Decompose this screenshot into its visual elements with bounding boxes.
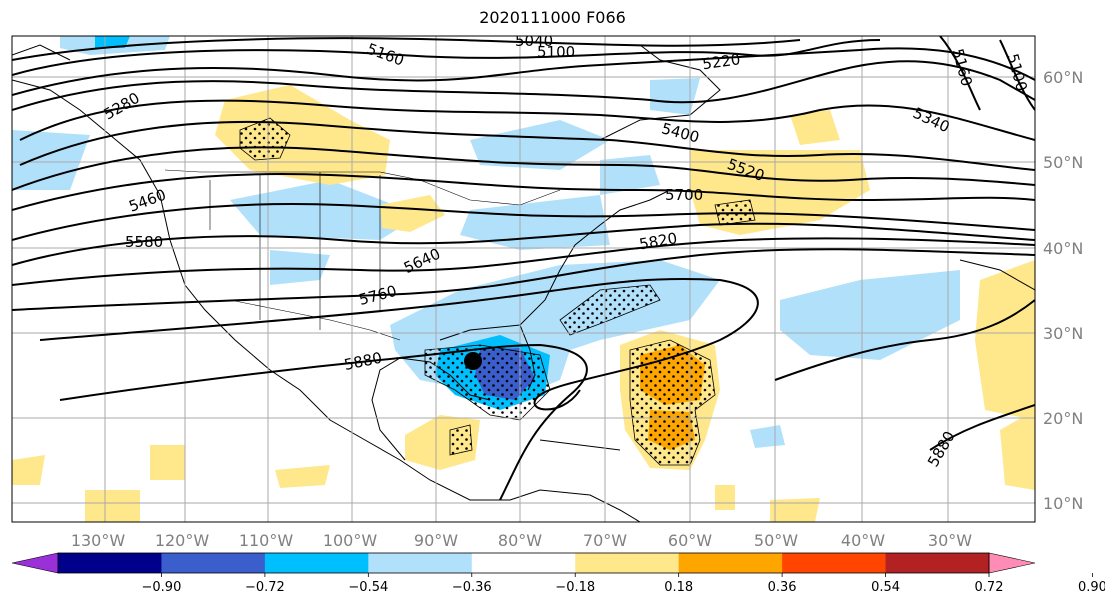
lon-label: 30°W bbox=[928, 531, 972, 550]
contour-label: 5280 bbox=[101, 89, 143, 124]
lat-label: 20°N bbox=[1043, 409, 1083, 428]
contour-label: 5400 bbox=[660, 119, 702, 146]
colorbar-segment bbox=[264, 553, 369, 573]
colorbar-tick-label: −0.36 bbox=[452, 580, 492, 595]
colorbar-extend-high bbox=[988, 552, 1036, 574]
map-title: 2020111000 F066 bbox=[479, 8, 626, 27]
negative-anomaly-shading bbox=[12, 36, 960, 465]
lon-label: 50°W bbox=[754, 531, 798, 550]
colorbar-tick-label: −0.90 bbox=[142, 580, 182, 595]
height-contours bbox=[12, 36, 1035, 501]
contour-label: 5880 bbox=[924, 428, 959, 470]
lon-label: 60°W bbox=[668, 531, 712, 550]
lon-label: 120°W bbox=[155, 531, 210, 550]
colorbar-tick-label: −0.18 bbox=[555, 580, 595, 595]
colorbar: −0.90 −0.72 −0.54 −0.36 −0.18 0.18 0.36 0.54 0.7… bbox=[11, 552, 1105, 595]
graticule bbox=[12, 36, 1035, 522]
colorbar-tick-label: 0.90 bbox=[1078, 580, 1105, 595]
lon-label: 90°W bbox=[414, 531, 458, 550]
colorbar-segment bbox=[885, 553, 990, 573]
contour-label: 5160 bbox=[365, 40, 407, 70]
contour-label: 5040 bbox=[515, 32, 553, 50]
colorbar-extend-low bbox=[11, 552, 59, 574]
colorbar-segment bbox=[782, 553, 887, 573]
lon-label: 130°W bbox=[71, 531, 126, 550]
contour-label: 5100 bbox=[1004, 52, 1031, 94]
storm-center-marker bbox=[464, 352, 482, 370]
contour-label: 5340 bbox=[910, 104, 952, 136]
colorbar-segment bbox=[471, 553, 576, 573]
lon-label: 100°W bbox=[323, 531, 378, 550]
colorbar-outline bbox=[57, 552, 990, 574]
colorbar-tick-label: −0.72 bbox=[245, 580, 285, 595]
contour-label: 5880 bbox=[343, 349, 384, 375]
lon-label: 80°W bbox=[498, 531, 542, 550]
lon-label: 110°W bbox=[239, 531, 294, 550]
lat-label: 30°N bbox=[1043, 324, 1083, 343]
colorbar-segment bbox=[161, 553, 266, 573]
significance-stippling bbox=[239, 117, 756, 466]
colorbar-segment bbox=[58, 553, 162, 573]
contour-label: 5220 bbox=[701, 50, 741, 73]
contour-label: 5700 bbox=[665, 186, 703, 204]
lat-label: 10°N bbox=[1043, 494, 1083, 513]
latitude-labels: 60°N 50°N 40°N 30°N 20°N 10°N bbox=[1043, 68, 1083, 513]
longitude-labels: 130°W 120°W 110°W 100°W 90°W 80°W 70°W 6… bbox=[71, 531, 972, 550]
map-frame bbox=[11, 35, 1036, 523]
lon-label: 70°W bbox=[583, 531, 627, 550]
colorbar-segment bbox=[368, 553, 473, 573]
contour-label: 5820 bbox=[638, 229, 679, 253]
contour-label: 5160 bbox=[949, 47, 976, 89]
colorbar-tick-label: 0.72 bbox=[975, 580, 1004, 595]
contour-label: 5640 bbox=[401, 245, 443, 277]
colorbar-tick-label: 0.54 bbox=[871, 580, 900, 595]
lon-label: 40°W bbox=[841, 531, 885, 550]
contour-label: 5760 bbox=[357, 282, 399, 309]
contour-label: 5100 bbox=[537, 43, 575, 61]
map-panel: 5040 5100 5160 5220 5280 5340 5400 5460 … bbox=[12, 32, 1035, 522]
colorbar-segment bbox=[575, 553, 680, 573]
colorbar-tick-label: 0.36 bbox=[768, 580, 797, 595]
colorbar-tick-label: −0.54 bbox=[348, 580, 388, 595]
colorbar-tick-label: 0.18 bbox=[664, 580, 693, 595]
lat-label: 40°N bbox=[1043, 239, 1083, 258]
contour-label: 5580 bbox=[125, 233, 163, 251]
colorbar-segment bbox=[678, 553, 783, 573]
lat-label: 50°N bbox=[1043, 153, 1083, 172]
lat-label: 60°N bbox=[1043, 68, 1083, 87]
